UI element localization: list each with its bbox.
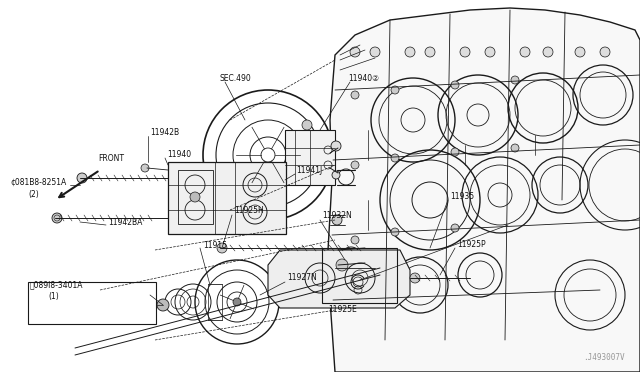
Circle shape — [511, 144, 519, 152]
Circle shape — [351, 236, 359, 244]
Text: 11942B: 11942B — [150, 128, 179, 137]
Circle shape — [520, 47, 530, 57]
Text: 11925H: 11925H — [234, 205, 264, 215]
Text: 11927N: 11927N — [287, 273, 317, 282]
Polygon shape — [328, 8, 640, 372]
Circle shape — [157, 299, 169, 311]
Text: 11940②: 11940② — [348, 74, 379, 83]
Bar — [168, 162, 286, 234]
Bar — [285, 130, 335, 185]
Circle shape — [302, 120, 312, 130]
Circle shape — [336, 259, 348, 271]
Circle shape — [391, 154, 399, 162]
Circle shape — [391, 86, 399, 94]
Circle shape — [77, 173, 87, 183]
Circle shape — [543, 47, 553, 57]
Circle shape — [485, 47, 495, 57]
Circle shape — [190, 192, 200, 202]
Circle shape — [600, 47, 610, 57]
Bar — [322, 248, 397, 303]
Circle shape — [460, 47, 470, 57]
Bar — [28, 282, 156, 324]
Text: .J493007V: .J493007V — [584, 353, 625, 362]
Text: 11942BA: 11942BA — [108, 218, 142, 227]
Circle shape — [351, 161, 359, 169]
Circle shape — [233, 298, 241, 306]
Text: (2): (2) — [28, 189, 39, 199]
Circle shape — [351, 91, 359, 99]
Circle shape — [332, 215, 342, 225]
Text: Ⓟ089l8-3401A: Ⓟ089l8-3401A — [30, 280, 83, 289]
Circle shape — [410, 273, 420, 283]
Text: FRONT: FRONT — [98, 154, 124, 163]
Text: ¢081B8-8251A: ¢081B8-8251A — [10, 177, 67, 186]
Circle shape — [52, 213, 62, 223]
Circle shape — [451, 224, 459, 232]
Circle shape — [451, 81, 459, 89]
Text: 11932N: 11932N — [322, 211, 352, 219]
Circle shape — [350, 47, 360, 57]
Circle shape — [575, 47, 585, 57]
Circle shape — [511, 76, 519, 84]
Circle shape — [451, 148, 459, 156]
Text: 11935: 11935 — [450, 192, 474, 201]
Text: 11941J: 11941J — [296, 166, 323, 174]
Circle shape — [370, 47, 380, 57]
Circle shape — [405, 47, 415, 57]
Circle shape — [391, 228, 399, 236]
Circle shape — [217, 243, 227, 253]
Text: 11925P: 11925P — [457, 240, 486, 248]
Polygon shape — [268, 250, 410, 308]
Text: (1): (1) — [48, 292, 59, 301]
Bar — [178, 170, 213, 224]
Text: 11925E: 11925E — [328, 305, 356, 314]
Circle shape — [425, 47, 435, 57]
Circle shape — [332, 171, 340, 179]
Circle shape — [331, 141, 341, 151]
Text: 11940: 11940 — [167, 150, 191, 158]
Text: SEC.490: SEC.490 — [220, 74, 252, 83]
Circle shape — [141, 164, 149, 172]
Text: 11915: 11915 — [203, 241, 227, 250]
